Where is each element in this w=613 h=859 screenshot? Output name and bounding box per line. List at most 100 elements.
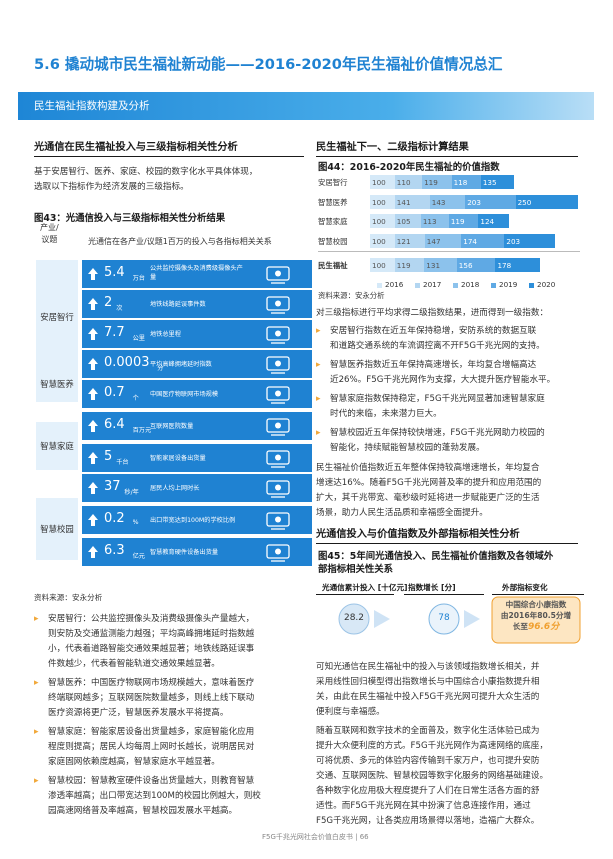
fig44-data-label: 119: [424, 178, 438, 187]
right-para4: 随着互联网和数字技术的全面普及，数字化生活体验已成为 提升大众便利度的方式。F5G…: [316, 726, 549, 826]
fig45-ext: 中国综合小康指数 由2016年80.5分增 长至96.6分: [500, 600, 572, 632]
fig45-v2: 78: [438, 613, 450, 623]
up-arrow-icon: [88, 546, 98, 558]
fig44-legend-label: 2019: [499, 280, 518, 289]
fig44-bar-segment: [370, 175, 395, 189]
up-arrow-icon: [88, 358, 98, 370]
right-heading2-rule: [316, 543, 578, 544]
fig43-category: 智慧校园: [36, 498, 78, 560]
footer-doc: F5G千兆光网社会价值白皮书: [262, 833, 353, 841]
fig43-col-head-1: 产业/议题: [40, 223, 59, 244]
fig44-data-label: 100: [372, 198, 386, 207]
fig43-category: 智慧医养: [36, 366, 78, 402]
fig44-bar-segment: [465, 195, 516, 209]
fig44-bar-segment: [480, 175, 515, 189]
fig44-bar-segment: [461, 234, 505, 248]
fig43-value: 6.4: [104, 417, 125, 432]
fig45-col2: 指数增长 [分]: [408, 583, 456, 592]
footer: F5G千兆光网社会价值白皮书 | 66: [262, 833, 369, 841]
right-heading-rule: [316, 156, 578, 157]
fig44-bar-segment: [495, 258, 540, 272]
fig43-desc: 出口带宽达到100M的学校比例: [150, 517, 236, 524]
fig44-data-label: 174: [463, 237, 477, 246]
fig44-bar-segment: [422, 175, 452, 189]
medical-box-icon: [266, 386, 290, 404]
fig44-bar-segment: [394, 258, 425, 272]
fig44-data-label: 135: [482, 178, 497, 187]
fig45-col3: 外部指标变化: [502, 583, 548, 592]
fig45-graphic: 光通信累计投入 [十亿元] 指数增长 [分] 外部指标变化 28.2 78 中国…: [316, 580, 584, 644]
fig44-bar-segment: [448, 214, 479, 228]
fig44-bar-segment: [370, 258, 395, 272]
fig43-desc: 公共监控摄像头及消费级摄像头产量: [150, 265, 243, 281]
fig44-data-label: 100: [372, 237, 386, 246]
right-bullets: 安居智行指数在近五年保持稳增，安防系统的数据互联和道路交通系统的车流调控离不开F…: [316, 324, 596, 460]
fig44-data-label: 203: [467, 198, 481, 207]
fig43-unit: 分: [157, 365, 164, 372]
fig45-col1: 光通信累计投入 [十亿元]: [322, 583, 408, 592]
up-arrow-icon: [88, 514, 98, 526]
fig43-desc: 中国医疗物联网市场规模: [150, 391, 219, 398]
fig44-bar-segment: [370, 214, 395, 228]
fig43-value: 37: [104, 479, 121, 494]
right-heading2: 光通信投入与价值指数及外部指标相关性分析: [316, 529, 520, 540]
fig43-category: 安居智行: [36, 260, 78, 374]
bullet-item: 安居智行指数在近五年保持稳增，安防系统的数据互联和道路交通系统的车流调控离不开F…: [316, 324, 596, 354]
fig44-data-label: 118: [453, 178, 468, 187]
clock-icon: [266, 480, 290, 498]
traffic-icon: [266, 356, 290, 374]
fig43-unit: %: [132, 519, 139, 526]
fig44-data-label: 143: [431, 198, 446, 207]
fig43-desc: 居民人均上网时长: [150, 485, 200, 492]
bullet-item: 智慧医养：中国医疗物联网市场规模越大，意味着医疗终端联网越多；互联网医院数量越多…: [34, 676, 306, 721]
section-banner: 民生福祉指数构建及分析: [18, 92, 594, 120]
page-number: 66: [359, 833, 369, 841]
up-arrow-icon: [88, 268, 98, 280]
left-heading-rule: [34, 156, 304, 157]
page-title: 5.6 撬动城市民生福祉新动能——2016-2020年民生福祉价值情况总汇: [34, 56, 503, 73]
fig44-legend-label: 2016: [385, 280, 404, 289]
fig44-legend-swatch: [453, 283, 458, 288]
fig43-unit: 次: [116, 305, 123, 312]
fig43-unit: 个: [132, 395, 139, 402]
school-icon: [266, 512, 290, 530]
left-bullets: 安居智行：公共监控摄像头及消费级摄像头产量越大，则安防及交通监测能力越强；平均高…: [34, 612, 306, 823]
fig43-unit: 千台: [116, 459, 129, 466]
fig44-category: 安居智行: [318, 178, 348, 187]
fig44-data-label: 141: [396, 198, 411, 207]
left-intro: 基于安居智行、医养、家庭、校园的数字化水平具体体现， 选取以下指标作为经济发展的三…: [34, 167, 258, 192]
up-arrow-icon: [88, 482, 98, 494]
fig44-bar-segment: [451, 175, 481, 189]
fig44-data-label: 100: [372, 261, 386, 270]
fig45-v1: 28.2: [343, 613, 365, 623]
fig43-value: 7.7: [104, 325, 125, 340]
fig44-bar-segment: [424, 258, 457, 272]
fig44-data-label: 250: [517, 198, 532, 207]
fig45-title: 图45：5年间光通信投入、民生福祉价值指数及各领域外 部指标相关性关系: [318, 551, 554, 575]
fig44-data-label: 203: [506, 237, 521, 246]
fig44-data-label: 178: [497, 261, 512, 270]
fig44-legend-swatch: [415, 283, 420, 288]
fig44-data-label: 110: [396, 178, 411, 187]
bullet-item: 智慧家庭：智能家居设备出货量越多，家庭智能化应用程度则提高；居民人均每周上网时长…: [34, 725, 306, 770]
fig44-data-label: 113: [422, 217, 437, 226]
hospital-icon: [266, 418, 290, 436]
fig44-legend-swatch: [529, 283, 534, 288]
camera-icon: [266, 266, 290, 284]
subway-line-icon: [266, 326, 290, 344]
up-arrow-icon: [88, 452, 98, 464]
fig43-value: 5.4: [104, 265, 125, 280]
fig44-category: 智慧家庭: [318, 217, 348, 226]
fig44-bar-segment: [394, 195, 430, 209]
fig44-bar-segment: [478, 214, 510, 228]
metro-icon: [266, 296, 290, 314]
fig44-bar-segment: [394, 234, 425, 248]
fig44-data-label: 119: [450, 217, 465, 226]
up-arrow-icon: [88, 420, 98, 432]
fig44-data-label: 147: [426, 237, 441, 246]
fig43-desc: 平均高峰拥堵延时指数: [150, 361, 212, 368]
fig43-unit: 秒/年: [124, 489, 139, 496]
fig43-title: 图43：光通信投入与三级指标相关性分析结果: [34, 213, 226, 224]
